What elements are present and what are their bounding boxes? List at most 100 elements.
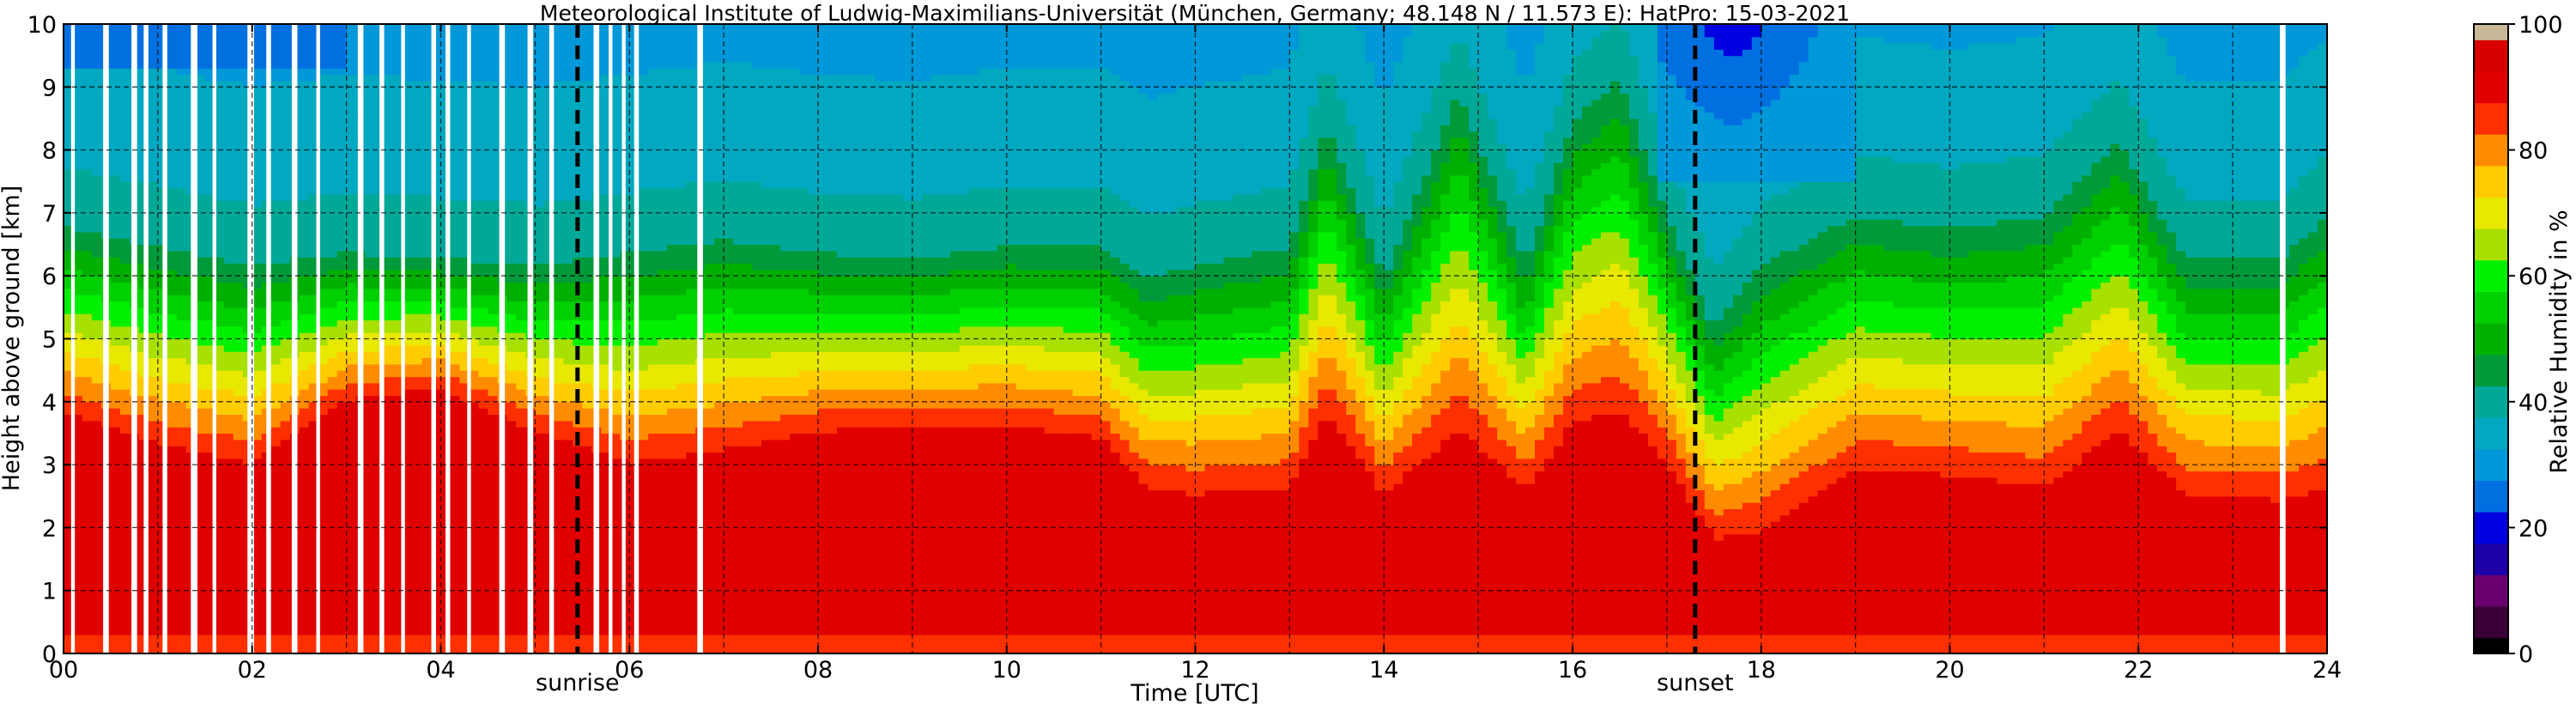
heatmap-cell (318, 137, 329, 144)
heatmap-cell (72, 149, 83, 157)
heatmap-cell (204, 471, 215, 478)
heatmap-cell (336, 622, 348, 629)
heatmap-cell (346, 338, 357, 346)
heatmap-cell (195, 357, 206, 365)
heatmap-cell (270, 571, 282, 579)
heatmap-cell (308, 68, 319, 76)
heatmap-cell (280, 244, 291, 252)
heatmap-cell (270, 433, 282, 441)
heatmap-cell (516, 420, 526, 428)
heatmap-cell (280, 137, 291, 144)
heatmap-cell (308, 571, 319, 579)
heatmap-cell (365, 332, 376, 340)
heatmap-cell (233, 250, 244, 258)
heatmap-cell (421, 414, 433, 422)
heatmap-cell (82, 276, 93, 283)
heatmap-cell (412, 332, 423, 340)
heatmap-cell (365, 87, 376, 94)
heatmap-cell (336, 131, 348, 138)
heatmap-cell (488, 61, 499, 69)
heatmap-cell (223, 206, 234, 214)
heatmap-cell (91, 514, 102, 522)
heatmap-cell (119, 401, 130, 409)
heatmap-cell (195, 257, 206, 264)
heatmap-cell (110, 420, 121, 428)
heatmap-cell (488, 36, 499, 44)
heatmap-cell (148, 408, 159, 416)
heatmap-cell (167, 344, 178, 352)
heatmap-cell (412, 495, 423, 503)
heatmap-cell (195, 477, 206, 484)
heatmap-cell (204, 521, 215, 528)
heatmap-cell (91, 313, 102, 321)
heatmap-cell (412, 382, 423, 390)
heatmap-cell (393, 427, 404, 434)
heatmap-cell (167, 590, 178, 598)
heatmap-cell (516, 244, 526, 252)
heatmap-cell (488, 439, 499, 447)
heatmap-cell (176, 395, 187, 403)
heatmap-cell (82, 452, 93, 459)
heatmap-cell (252, 338, 263, 346)
heatmap-cell (64, 99, 74, 106)
heatmap-cell (299, 118, 310, 125)
heatmap-cell (393, 495, 404, 503)
heatmap-cell (431, 597, 442, 604)
heatmap-cell (64, 559, 74, 566)
heatmap-cell (233, 162, 244, 170)
heatmap-cell (403, 370, 414, 378)
heatmap-cell (421, 370, 433, 378)
heatmap-cell (64, 420, 74, 428)
heatmap-cell (280, 344, 291, 352)
heatmap-cell (488, 131, 499, 138)
heatmap-cell (195, 325, 206, 333)
heatmap-cell (270, 578, 282, 585)
heatmap-cell (403, 527, 414, 535)
heatmap-cell (393, 276, 404, 283)
heatmap-cell (308, 502, 319, 510)
heatmap-cell (308, 168, 319, 176)
heatmap-cell (72, 635, 83, 641)
heatmap-cell (336, 584, 348, 592)
heatmap-cell (336, 313, 348, 321)
heatmap-cell (384, 149, 395, 157)
heatmap-cell (421, 332, 433, 340)
heatmap-cell (270, 282, 282, 289)
heatmap-cell (318, 307, 329, 314)
heatmap-cell (393, 282, 404, 289)
heatmap-cell (318, 622, 329, 629)
heatmap-cell (64, 338, 74, 346)
heatmap-cell (223, 471, 234, 478)
heatmap-cell (204, 533, 215, 541)
heatmap-cell (223, 187, 234, 195)
heatmap-cell (346, 181, 357, 189)
heatmap-cell (252, 471, 263, 478)
heatmap-cell (327, 376, 338, 384)
heatmap-cell (204, 238, 215, 246)
heatmap-cell (280, 112, 291, 119)
heatmap-cell (516, 357, 526, 365)
heatmap-cell (450, 36, 461, 44)
heatmap-cell (280, 382, 291, 390)
heatmap-cell (148, 483, 159, 491)
heatmap-cell (488, 93, 499, 100)
heatmap-cell (488, 313, 499, 321)
heatmap-cell (506, 162, 517, 170)
heatmap-cell (393, 420, 404, 428)
heatmap-cell (393, 603, 404, 611)
heatmap-cell (478, 99, 489, 106)
heatmap-cell (318, 55, 329, 63)
heatmap-cell (148, 477, 159, 484)
heatmap-cell (195, 307, 206, 314)
heatmap-cell (233, 106, 244, 113)
heatmap-cell (318, 332, 329, 340)
heatmap-cell (488, 244, 499, 252)
heatmap-cell (64, 155, 74, 163)
heatmap-cell (516, 295, 526, 302)
heatmap-cell (148, 389, 159, 397)
heatmap-cell (204, 363, 215, 371)
heatmap-cell (119, 363, 130, 371)
heatmap-cell (223, 212, 234, 220)
heatmap-cell (516, 389, 526, 397)
heatmap-cell (384, 263, 395, 270)
